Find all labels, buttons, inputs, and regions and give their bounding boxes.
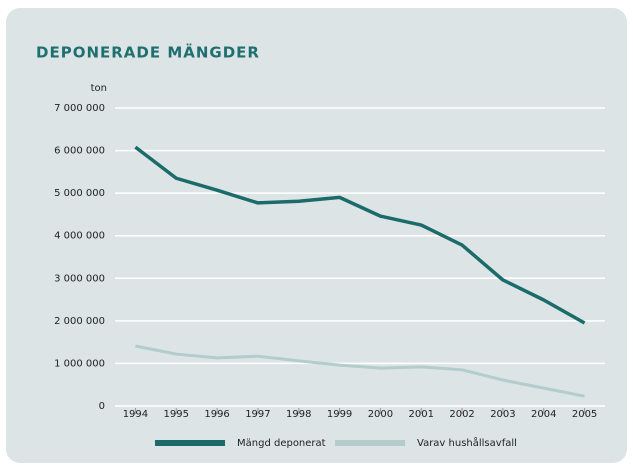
series-line (135, 344, 585, 398)
x-tick-label: 1998 (286, 409, 311, 420)
x-tick-label: 1997 (245, 409, 270, 420)
x-tick-label: 1994 (123, 409, 148, 420)
x-tick-label: 1995 (164, 409, 189, 420)
legend-swatch (335, 440, 405, 446)
x-tick-label: 2000 (368, 409, 393, 420)
y-tick-label: 1 000 000 (54, 358, 105, 369)
chart-title: DEPONERADE MÄNGDER (36, 43, 260, 62)
x-tick-label: 1996 (204, 409, 229, 420)
y-tick-label: 7 000 000 (54, 103, 105, 114)
series-line (134, 145, 586, 325)
y-tick-label: 5 000 000 (54, 188, 105, 199)
y-tick-label: 0 (99, 401, 105, 412)
x-tick-label: 2005 (572, 409, 597, 420)
y-axis-label: ton (91, 83, 107, 94)
legend-swatch (155, 440, 225, 446)
y-tick-label: 6 000 000 (54, 146, 105, 157)
y-tick-label: 2 000 000 (54, 316, 105, 327)
legend-label: Mängd deponerat (237, 438, 326, 449)
legend-label: Varav hushållsavfall (417, 436, 517, 449)
x-tick-label: 1999 (327, 409, 352, 420)
y-tick-label: 4 000 000 (54, 231, 105, 242)
x-tick-label: 2004 (531, 409, 556, 420)
x-tick-label: 2002 (449, 409, 474, 420)
y-tick-label: 3 000 000 (54, 273, 105, 284)
x-tick-label: 2003 (490, 409, 515, 420)
x-tick-label: 2001 (409, 409, 434, 420)
